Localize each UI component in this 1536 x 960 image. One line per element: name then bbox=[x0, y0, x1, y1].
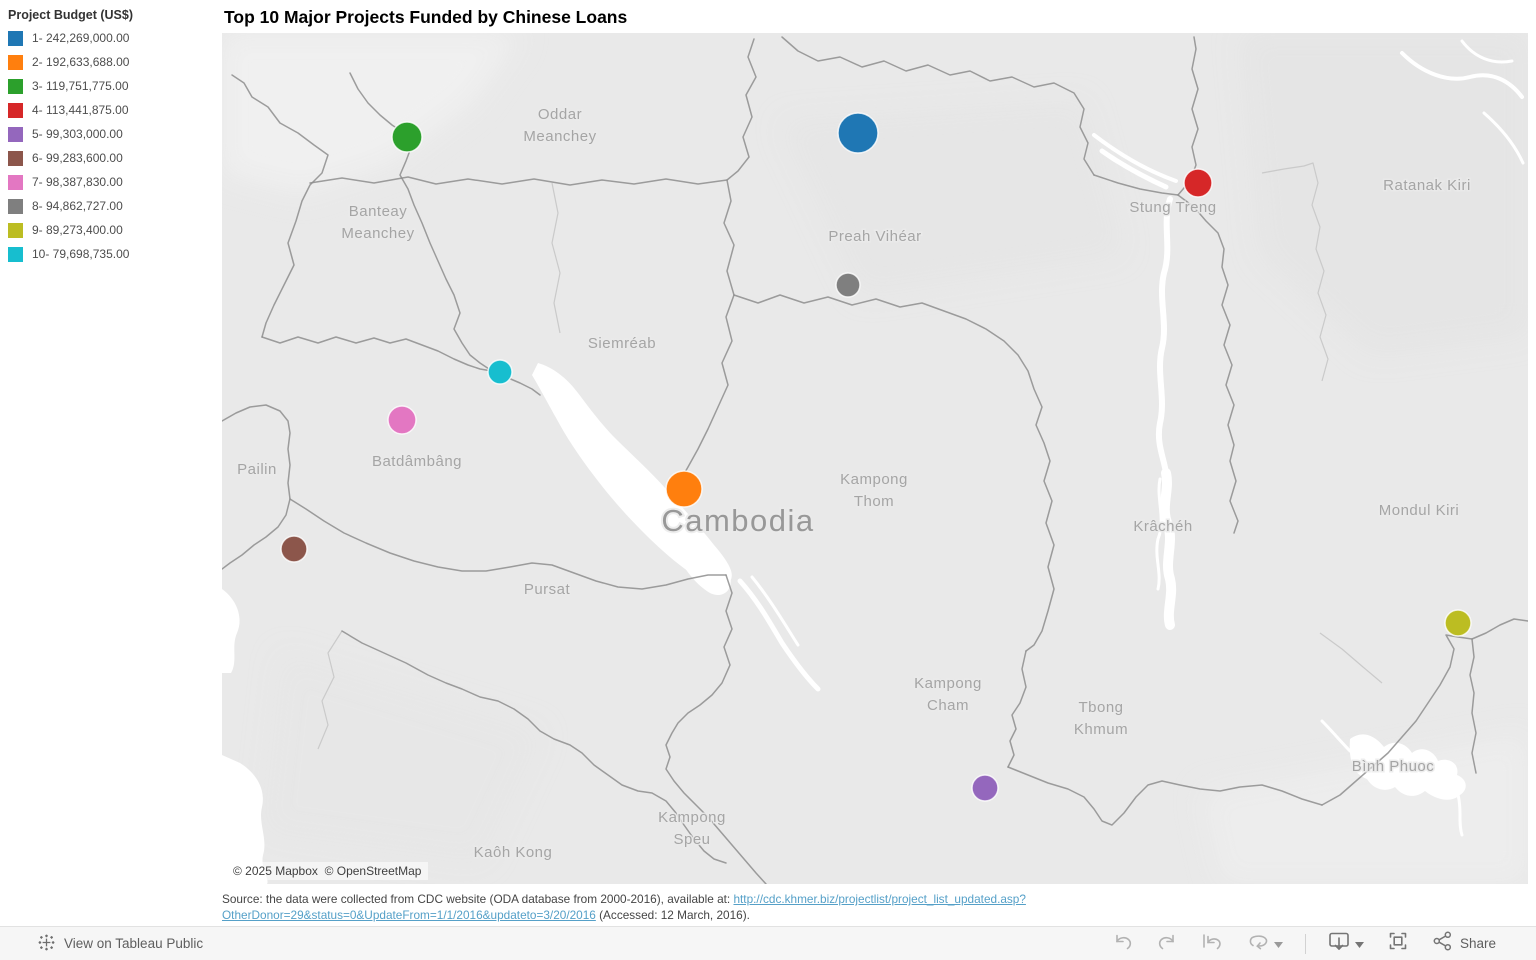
redo-button[interactable] bbox=[1145, 932, 1189, 955]
redo-icon bbox=[1157, 932, 1177, 955]
legend-item-rank-4[interactable]: 4- 113,441,875.00 bbox=[8, 98, 214, 122]
view-on-tableau-public-link[interactable]: View on Tableau Public bbox=[38, 934, 203, 954]
border-light-layer bbox=[317, 162, 1383, 750]
share-button[interactable]: Share bbox=[1420, 931, 1508, 956]
map-label-mondul-kiri: Mondul Kiri bbox=[1379, 502, 1460, 519]
map-marker-rank-4[interactable] bbox=[1183, 168, 1213, 198]
water-layer bbox=[222, 39, 1525, 884]
legend-label: 10- 79,698,735.00 bbox=[32, 247, 130, 261]
legend-item-rank-7[interactable]: 7- 98,387,830.00 bbox=[8, 170, 214, 194]
map-marker-rank-7[interactable] bbox=[387, 405, 417, 435]
map-canvas[interactable]: Oddar Meanchey Banteay Meanchey Preah Vihéar… bbox=[222, 33, 1528, 884]
map-label-preah-vihear: Preah Vihéar bbox=[828, 228, 921, 245]
map-label-pailin: Pailin bbox=[237, 461, 277, 478]
legend-swatch bbox=[8, 126, 23, 142]
map-marker-rank-5[interactable] bbox=[971, 774, 999, 802]
map-label-oddar-meanchey: Oddar Meanchey bbox=[523, 106, 596, 145]
legend-label: 5- 99,303,000.00 bbox=[32, 127, 123, 141]
map-label-kampong-thom: Kampong Thom bbox=[840, 471, 908, 510]
undo-button[interactable] bbox=[1101, 932, 1145, 955]
map-markers bbox=[280, 112, 1472, 802]
legend-item-rank-2[interactable]: 2- 192,633,688.00 bbox=[8, 50, 214, 74]
reset-button[interactable] bbox=[1189, 932, 1235, 955]
source-link[interactable]: http://cdc.khmer.biz/projectlist/project… bbox=[222, 892, 1026, 922]
undo-icon bbox=[1113, 932, 1133, 955]
refresh-caret-icon bbox=[1273, 935, 1283, 953]
share-icon bbox=[1432, 931, 1453, 956]
refresh-button[interactable] bbox=[1235, 932, 1295, 955]
refresh-icon bbox=[1247, 932, 1269, 955]
map-labels: Oddar Meanchey Banteay Meanchey Preah Vihéar… bbox=[236, 105, 1472, 863]
legend-item-rank-5[interactable]: 5- 99,303,000.00 bbox=[8, 122, 214, 146]
map-label-siemreab: Siemréab bbox=[588, 335, 656, 352]
border-dark-layer bbox=[222, 36, 1528, 884]
legend-swatch bbox=[8, 54, 23, 70]
legend-swatch bbox=[8, 30, 23, 46]
download-button[interactable] bbox=[1316, 931, 1376, 956]
download-icon bbox=[1328, 931, 1350, 956]
map-marker-rank-1[interactable] bbox=[837, 112, 879, 154]
share-label: Share bbox=[1459, 936, 1496, 951]
legend-item-rank-10[interactable]: 10- 79,698,735.00 bbox=[8, 242, 214, 266]
tableau-toolbar: View on Tableau Public bbox=[0, 926, 1536, 960]
legend-swatch bbox=[8, 102, 23, 118]
legend-label: 2- 192,633,688.00 bbox=[32, 55, 130, 69]
map-marker-rank-6[interactable] bbox=[280, 535, 308, 563]
map-marker-rank-9[interactable] bbox=[1444, 609, 1472, 637]
legend-label: 7- 98,387,830.00 bbox=[32, 175, 123, 189]
map-label-ratanak-kiri: Ratanak Kiri bbox=[1383, 177, 1471, 194]
legend-swatch bbox=[8, 174, 23, 190]
view-on-tableau-public-label: View on Tableau Public bbox=[64, 936, 204, 951]
legend-swatch bbox=[8, 150, 23, 166]
toolbar-actions: Share bbox=[1101, 931, 1508, 956]
tableau-logo-icon bbox=[38, 934, 55, 954]
source-note: Source: the data were collected from CDC… bbox=[222, 891, 1170, 923]
map-label-batdambang: Batdâmbâng bbox=[372, 453, 462, 470]
legend-item-rank-6[interactable]: 6- 99,283,600.00 bbox=[8, 146, 214, 170]
legend-item-rank-1[interactable]: 1- 242,269,000.00 bbox=[8, 26, 214, 50]
download-caret-icon bbox=[1354, 935, 1364, 953]
map-label-banteay-meanchey: Banteay Meanchey bbox=[341, 203, 414, 242]
map-label-kampong-cham: Kampong Cham bbox=[914, 675, 982, 714]
map-label-kampong-speu: Kampong Speu bbox=[658, 809, 726, 848]
legend-panel: Project Budget (US$) 1- 242,269,000.00 2-… bbox=[8, 6, 214, 266]
map-label-binh-phuoc: Bình Phuoc bbox=[1352, 758, 1435, 775]
legend-swatch bbox=[8, 78, 23, 94]
legend-swatch bbox=[8, 222, 23, 238]
fullscreen-button[interactable] bbox=[1376, 931, 1420, 956]
viz-title: Top 10 Major Projects Funded by Chinese … bbox=[224, 7, 628, 27]
legend-label: 9- 89,273,400.00 bbox=[32, 223, 123, 237]
source-text-before: Source: the data were collected from CDC… bbox=[222, 892, 734, 906]
legend-items: 1- 242,269,000.00 2- 192,633,688.00 3- 119… bbox=[8, 26, 214, 266]
legend-label: 1- 242,269,000.00 bbox=[32, 31, 130, 45]
legend-label: 6- 99,283,600.00 bbox=[32, 151, 123, 165]
legend-swatch bbox=[8, 198, 23, 214]
fullscreen-icon bbox=[1388, 931, 1408, 956]
legend-item-rank-3[interactable]: 3- 119,751,775.00 bbox=[8, 74, 214, 98]
toolbar-separator bbox=[1304, 933, 1306, 954]
map-label-stung-treng: Stung Treng bbox=[1129, 199, 1216, 216]
source-text-after: (Accessed: 12 March, 2016). bbox=[595, 908, 750, 922]
map-label-pursat: Pursat bbox=[524, 581, 571, 598]
map-marker-rank-3[interactable] bbox=[391, 121, 423, 153]
map-label-tbong-khmum: Tbong Khmum bbox=[1074, 699, 1128, 738]
map-marker-rank-2[interactable] bbox=[665, 470, 703, 508]
map-svg: Oddar Meanchey Banteay Meanchey Preah Vihéar… bbox=[222, 33, 1528, 884]
legend-label: 4- 113,441,875.00 bbox=[32, 103, 129, 117]
legend-label: 8- 94,862,727.00 bbox=[32, 199, 123, 213]
map-label-cambodia: Cambodia bbox=[661, 503, 814, 538]
map-marker-rank-10[interactable] bbox=[487, 359, 513, 385]
map-marker-rank-8[interactable] bbox=[835, 272, 861, 298]
legend-item-rank-9[interactable]: 9- 89,273,400.00 bbox=[8, 218, 214, 242]
map-attribution: © 2025 Mapbox © OpenStreetMap bbox=[226, 862, 429, 880]
map-label-kaoh-kong: Kaôh Kong bbox=[474, 844, 553, 861]
map-label-kracheh: Krâchéh bbox=[1133, 518, 1192, 535]
legend-swatch bbox=[8, 246, 23, 262]
legend-item-rank-8[interactable]: 8- 94,862,727.00 bbox=[8, 194, 214, 218]
legend-title: Project Budget (US$) bbox=[8, 8, 134, 22]
tonle-sap-lake bbox=[532, 363, 732, 585]
legend-label: 3- 119,751,775.00 bbox=[32, 79, 129, 93]
reset-icon bbox=[1201, 932, 1223, 955]
